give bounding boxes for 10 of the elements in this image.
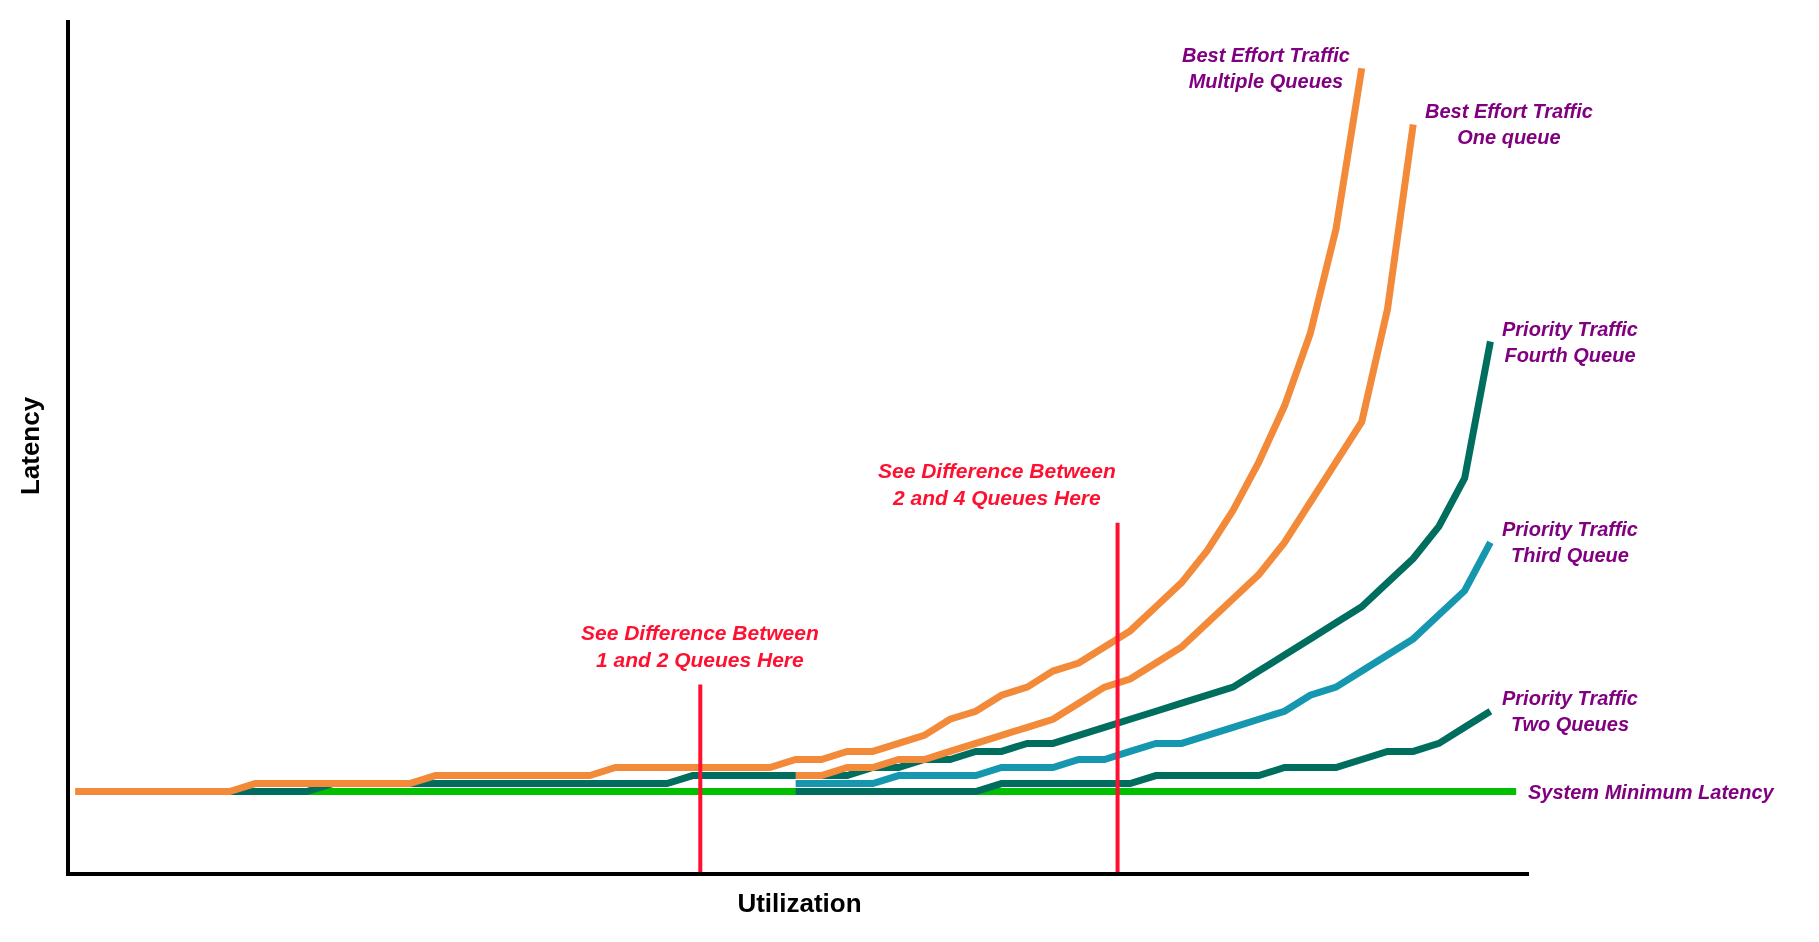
- series-label: Priority Traffic Third Queue: [1502, 518, 1638, 566]
- series-label: System Minimum Latency: [1528, 781, 1775, 803]
- series-label: Priority Traffic Fourth Queue: [1502, 318, 1638, 366]
- annotation: See Difference Between 2 and 4 Queues Here: [878, 459, 1116, 510]
- x-axis-title: Utilization: [737, 888, 862, 919]
- y-axis-title: Latency: [14, 396, 45, 496]
- series-label: Best Effort Traffic One queue: [1425, 100, 1593, 148]
- annotation: See Difference Between 1 and 2 Queues Here: [581, 621, 819, 672]
- series-label: Best Effort Traffic Multiple Queues: [1182, 44, 1350, 92]
- series-label: Priority Traffic Two Queues: [1502, 687, 1638, 735]
